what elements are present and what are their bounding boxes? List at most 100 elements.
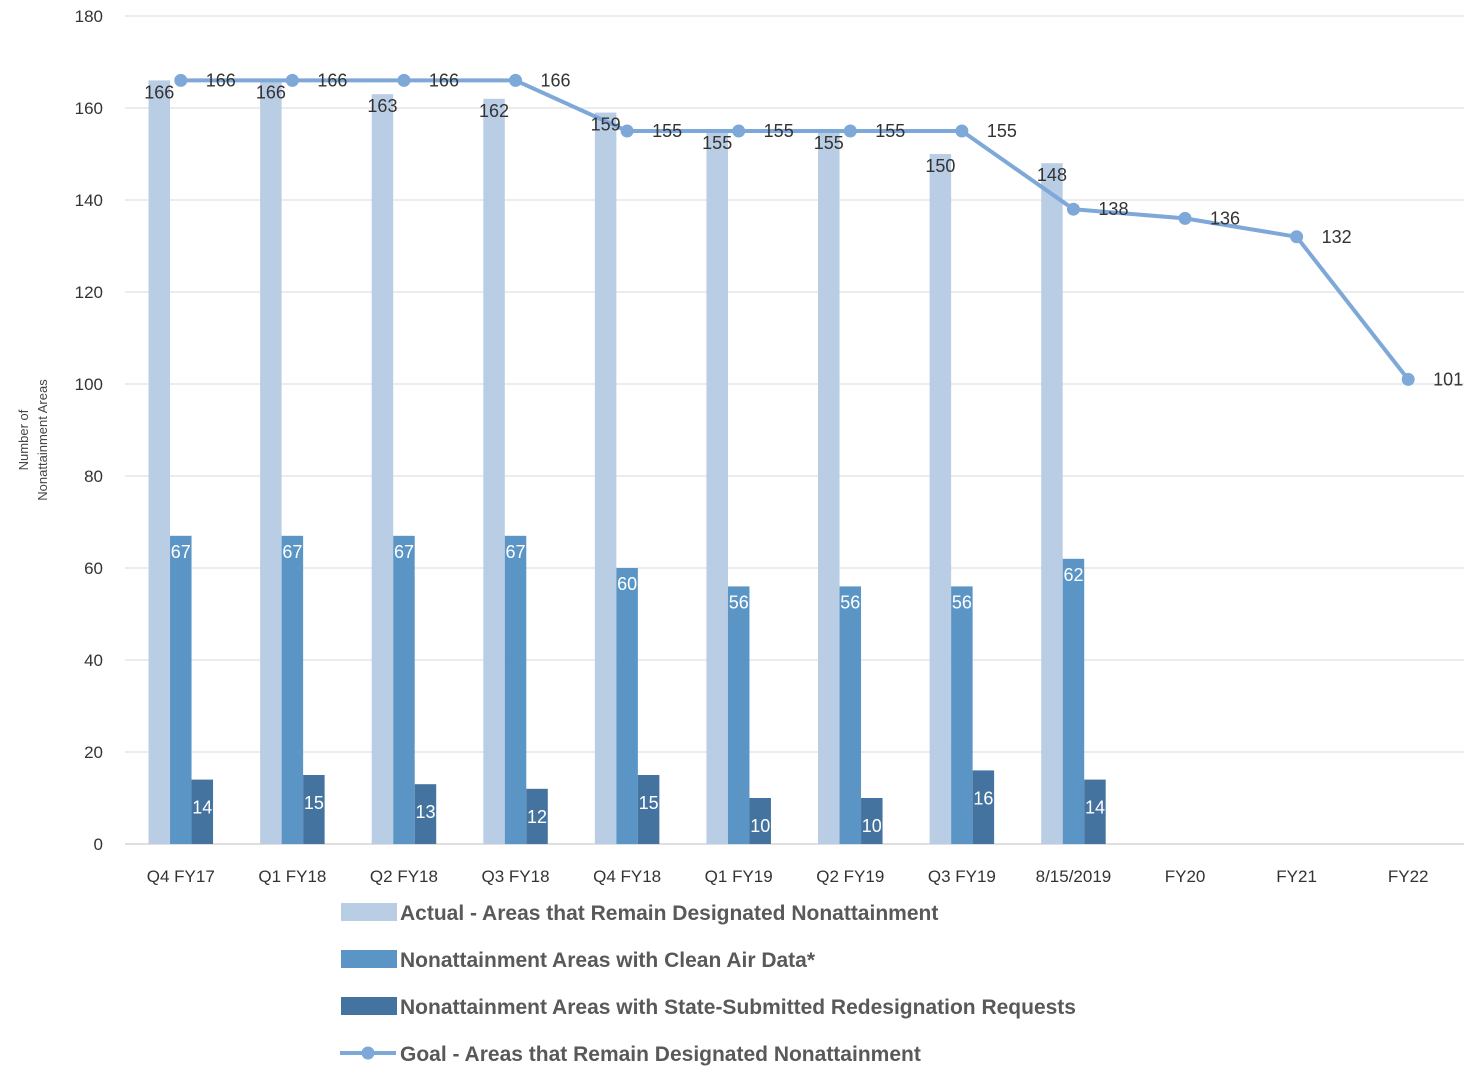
goal-data-label: 166 (429, 70, 459, 90)
x-tick-label: Q2 FY19 (816, 867, 884, 886)
y-axis-title-line-2: Nonattainment Areas (35, 379, 50, 501)
legend-swatch (341, 903, 397, 921)
bar (929, 154, 952, 844)
goal-point (285, 73, 299, 87)
y-tick-label: 140 (75, 191, 103, 210)
x-tick-label: Q1 FY19 (705, 867, 773, 886)
goal-data-label: 166 (206, 70, 236, 90)
goal-point (174, 73, 188, 87)
bar (260, 80, 282, 844)
bar-data-label: 12 (527, 807, 547, 827)
bar-data-label: 56 (952, 592, 972, 612)
bar (526, 788, 548, 844)
bar (483, 98, 505, 845)
bar-data-label: 67 (282, 542, 302, 562)
bar (414, 784, 437, 844)
legend-marker-swatch (361, 1046, 375, 1060)
bar (371, 94, 394, 844)
bar (594, 112, 617, 845)
bar-data-label: 14 (192, 798, 212, 818)
bar (616, 568, 638, 844)
legend-swatch (341, 950, 397, 968)
x-tick-label: FY21 (1276, 867, 1317, 886)
goal-point (732, 124, 746, 138)
goal-line-series (174, 73, 1415, 386)
x-tick-label: Q2 FY18 (370, 867, 438, 886)
bar-data-label: 14 (1085, 798, 1105, 818)
goal-data-label: 166 (317, 70, 347, 90)
goal-line (180, 78, 1410, 381)
bar-data-label: 10 (750, 816, 770, 836)
bar (170, 535, 192, 844)
bar-series (148, 80, 1106, 845)
bar (191, 779, 214, 844)
goal-point (620, 124, 634, 138)
legend-swatch (341, 997, 397, 1015)
y-tick-label: 160 (75, 99, 103, 118)
bar (1041, 163, 1063, 844)
legend-label: Nonattainment Areas with Clean Air Data* (400, 949, 816, 972)
bar (972, 770, 995, 844)
y-tick-label: 20 (84, 743, 103, 762)
y-axis-title-line-1: Number of (16, 409, 31, 470)
legend-label: Actual - Areas that Remain Designated No… (400, 902, 938, 925)
x-tick-label: 8/15/2019 (1036, 867, 1112, 886)
y-tick-label: 40 (84, 651, 103, 670)
y-axis-title: Number of Nonattainment Areas (16, 379, 50, 501)
goal-point (1066, 202, 1080, 216)
x-tick-label: FY22 (1388, 867, 1429, 886)
bar-data-label: 67 (506, 542, 526, 562)
bar (393, 535, 415, 844)
bar-data-label: 62 (1063, 565, 1083, 585)
goal-data-label: 132 (1322, 227, 1352, 247)
gridlines (125, 15, 1464, 845)
goal-point (509, 73, 523, 87)
bar-data-label: 60 (617, 574, 637, 594)
x-axis: Q4 FY17 Q1 FY18 Q2 FY18 Q3 FY18 Q4 FY18 Q1 FY… (147, 867, 1429, 886)
x-tick-label: Q3 FY19 (928, 867, 996, 886)
bar (637, 775, 660, 844)
bar (504, 535, 527, 844)
goal-data-label: 166 (541, 70, 571, 90)
bar-data-label: 10 (862, 816, 882, 836)
bar-data-label: 166 (256, 82, 286, 102)
x-tick-label: Q3 FY18 (482, 867, 550, 886)
goal-point (1290, 230, 1304, 244)
bar (706, 131, 728, 844)
bar-data-label: 150 (925, 156, 955, 176)
bar (281, 535, 304, 844)
bar-data-label: 56 (840, 592, 860, 612)
bar (818, 131, 840, 844)
x-tick-label: FY20 (1165, 867, 1206, 886)
bar-data-label: 15 (304, 793, 324, 813)
bar-data-label: 67 (171, 542, 191, 562)
bar (1062, 558, 1085, 844)
goal-data-label: 155 (875, 121, 905, 141)
x-tick-label: Q1 FY18 (258, 867, 326, 886)
legend-label: Nonattainment Areas with State-Submitted… (400, 996, 1076, 1019)
goal-data-label: 101 (1433, 369, 1463, 389)
y-axis: 0 20 40 60 80 100 120 140 160 180 (75, 7, 103, 854)
legend-label: Goal - Areas that Remain Designated Nona… (400, 1043, 921, 1066)
bar-data-label: 159 (591, 115, 621, 135)
bar-data-label: 166 (144, 82, 174, 102)
bar-data-label: 162 (479, 101, 509, 121)
bar-data-label: 16 (973, 788, 993, 808)
bar-data-label: 56 (729, 592, 749, 612)
x-tick-label: Q4 FY18 (593, 867, 661, 886)
bar-data-label: 163 (367, 96, 397, 116)
goal-point (843, 124, 857, 138)
y-tick-label: 0 (94, 835, 103, 854)
y-tick-label: 80 (84, 467, 103, 486)
bar-data-label: 67 (394, 542, 414, 562)
bar (727, 586, 750, 844)
goal-data-label: 155 (987, 121, 1017, 141)
goal-data-label: 136 (1210, 208, 1240, 228)
goal-data-label: 155 (764, 121, 794, 141)
y-tick-label: 180 (75, 7, 103, 26)
goal-data-label: 155 (652, 121, 682, 141)
bar-data-label: 148 (1037, 165, 1067, 185)
bar (1084, 779, 1106, 844)
y-tick-label: 120 (75, 283, 103, 302)
